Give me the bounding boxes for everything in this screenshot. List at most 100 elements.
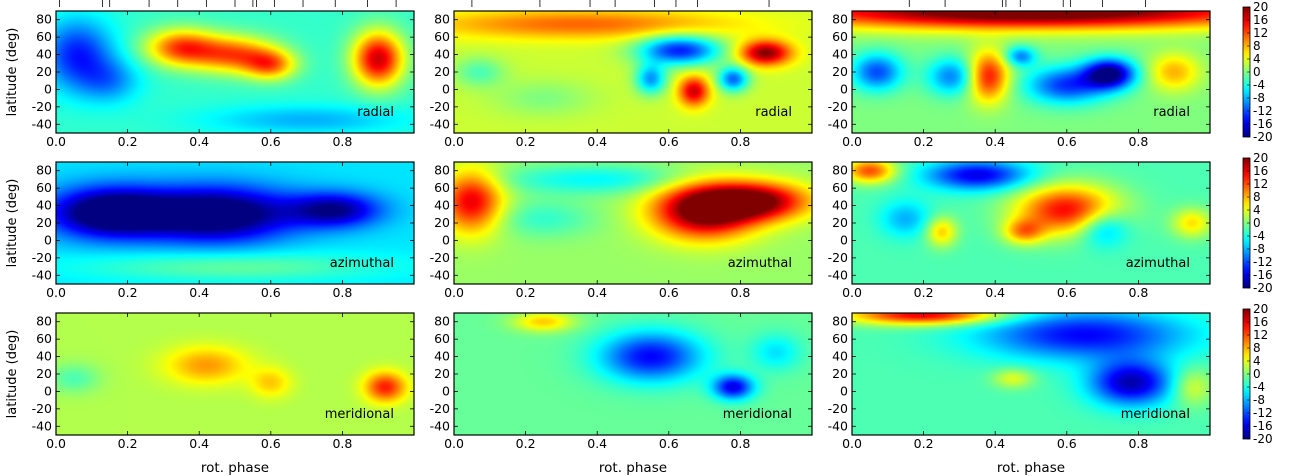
y-tick-label: 80	[832, 12, 848, 27]
y-tick-label: -20	[828, 401, 848, 416]
colorbar-tick-label: -12	[1253, 104, 1273, 118]
x-axis-title: rot. phase	[201, 460, 269, 476]
component-label: meridional	[1121, 407, 1190, 422]
component-label: radial	[1153, 105, 1190, 120]
colorbar-tick-label: 16	[1253, 13, 1268, 27]
x-axis-title: rot. phase	[997, 460, 1065, 476]
y-tick-label: 0	[442, 81, 450, 96]
component-label: radial	[755, 105, 792, 120]
y-tick-label: 40	[832, 349, 848, 364]
y-tick-label: 80	[36, 12, 52, 27]
x-tick-label: 0.8	[332, 436, 352, 451]
heatmap-panel-azimuthal-0: 0.0 0.2 0.4 0.6 0.8 80 60 40 20 0 -20 -40 azimuthal	[32, 161, 415, 300]
x-tick-label: 0.6	[659, 134, 679, 149]
y-tick-label: 0	[442, 232, 450, 247]
colorbar-tick-label: -16	[1253, 268, 1273, 282]
colorbar-tick-label: -4	[1253, 78, 1265, 92]
x-tick-label: 0.0	[842, 285, 862, 300]
y-tick-label: -20	[32, 401, 52, 416]
heatmap-panel-azimuthal-2: 0.0 0.2 0.4 0.6 0.8 80 60 40 20 0 -20 -40 azimuthal	[828, 161, 1211, 300]
heatmap-panel-radial-0: 0.0 0.2 0.4 0.6 0.8 80 60 40 20 0 -20 -40 radial	[32, 0, 415, 149]
colorbar-tick-label: -16	[1253, 419, 1273, 433]
heatmap-image	[852, 313, 1210, 435]
heatmap-image	[454, 313, 812, 435]
x-tick-label: 0.4	[985, 436, 1005, 451]
colorbar-tick-label: 4	[1253, 52, 1261, 66]
y-tick-label: 60	[832, 331, 848, 346]
x-tick-label: 0.6	[261, 285, 281, 300]
colorbar-tick-label: 20	[1253, 151, 1268, 165]
x-tick-label: 0.8	[332, 134, 352, 149]
component-label: radial	[357, 105, 394, 120]
component-label: meridional	[723, 407, 792, 422]
colorbar-tick-label: 12	[1253, 328, 1268, 342]
x-tick-label: 0.4	[189, 134, 209, 149]
colorbar-tick-label: 12	[1253, 26, 1268, 40]
x-tick-label: 0.0	[444, 134, 464, 149]
y-tick-label: -20	[32, 250, 52, 265]
component-label: meridional	[325, 407, 394, 422]
y-tick-label: 60	[832, 29, 848, 44]
colorbar-tick-label: -8	[1253, 91, 1265, 105]
colorbar-tick-label: 12	[1253, 177, 1268, 191]
y-tick-label: -40	[430, 267, 450, 282]
heatmap-panel-meridional-1: 0.0 0.2 0.4 0.6 0.8 80 60 40 20 0 -20 -40 meridional	[430, 312, 813, 451]
colorbar-tick-label: 4	[1253, 203, 1261, 217]
heatmap-panel-radial-2: 0.0 0.2 0.4 0.6 0.8 80 60 40 20 0 -20 -40 radial	[828, 0, 1211, 149]
x-tick-label: 0.2	[516, 285, 536, 300]
x-tick-label: 0.0	[842, 436, 862, 451]
x-tick-label: 0.6	[1057, 285, 1077, 300]
y-tick-label: 60	[36, 29, 52, 44]
colorbar-tick-label: -12	[1253, 406, 1273, 420]
y-tick-label: 0	[840, 232, 848, 247]
colorbar-tick-label: -20	[1253, 281, 1273, 295]
heatmap-grid: 0.0 0.2 0.4 0.6 0.8 80 60 40 20 0 -20 -40 radial 0.0 0…	[32, 0, 1211, 451]
heatmap-image	[852, 11, 1210, 133]
colorbar-tick-label: 8	[1253, 341, 1261, 355]
colorbar-tick-label: 20	[1253, 302, 1268, 316]
x-tick-label: 0.2	[118, 285, 138, 300]
y-tick-label: 40	[832, 198, 848, 213]
colorbar-tick-label: 0	[1253, 65, 1261, 79]
x-tick-label: 0.0	[46, 134, 66, 149]
colorbar-tick-label: 4	[1253, 354, 1261, 368]
x-tick-label: 0.6	[1057, 436, 1077, 451]
y-tick-label: 20	[832, 215, 848, 230]
x-tick-label: 0.4	[985, 134, 1005, 149]
colorbar-tick-label: -20	[1253, 432, 1273, 446]
x-tick-label: 0.6	[659, 436, 679, 451]
x-tick-label: 0.2	[516, 134, 536, 149]
y-tick-label: 0	[442, 383, 450, 398]
y-tick-label: 80	[832, 314, 848, 329]
x-tick-label: 0.8	[332, 285, 352, 300]
x-tick-label: 0.2	[118, 134, 138, 149]
y-tick-label: 20	[832, 64, 848, 79]
x-tick-label: 0.0	[842, 134, 862, 149]
y-tick-label: -40	[430, 116, 450, 131]
colorbars: 201612840-4-8-12-16-20201612840-4-8-12-1…	[1242, 0, 1273, 446]
colorbar-tick-label: 8	[1253, 39, 1261, 53]
heatmap-panel-azimuthal-1: 0.0 0.2 0.4 0.6 0.8 80 60 40 20 0 -20 -40 azimuthal	[430, 161, 813, 300]
y-tick-label: 60	[36, 331, 52, 346]
colorbar-tick-label: -20	[1253, 130, 1273, 144]
y-tick-label: -40	[32, 267, 52, 282]
x-tick-label: 0.2	[914, 436, 934, 451]
heatmap-panel-radial-1: 0.0 0.2 0.4 0.6 0.8 80 60 40 20 0 -20 -40 radial	[430, 0, 813, 149]
y-tick-label: -40	[430, 418, 450, 433]
x-tick-label: 0.2	[914, 285, 934, 300]
x-tick-label: 0.8	[730, 134, 750, 149]
y-tick-label: 80	[434, 12, 450, 27]
y-tick-label: 60	[36, 180, 52, 195]
y-tick-label: 40	[36, 47, 52, 62]
y-tick-label: 20	[434, 366, 450, 381]
y-tick-label: 80	[36, 314, 52, 329]
heatmap-image	[852, 162, 1210, 284]
colorbar-tick-label: -12	[1253, 255, 1273, 269]
y-axis-title: latitude (deg)	[5, 28, 20, 117]
y-tick-label: 60	[832, 180, 848, 195]
x-tick-label: 0.4	[587, 436, 607, 451]
heatmap-image	[454, 11, 812, 133]
x-tick-label: 0.8	[1128, 134, 1148, 149]
